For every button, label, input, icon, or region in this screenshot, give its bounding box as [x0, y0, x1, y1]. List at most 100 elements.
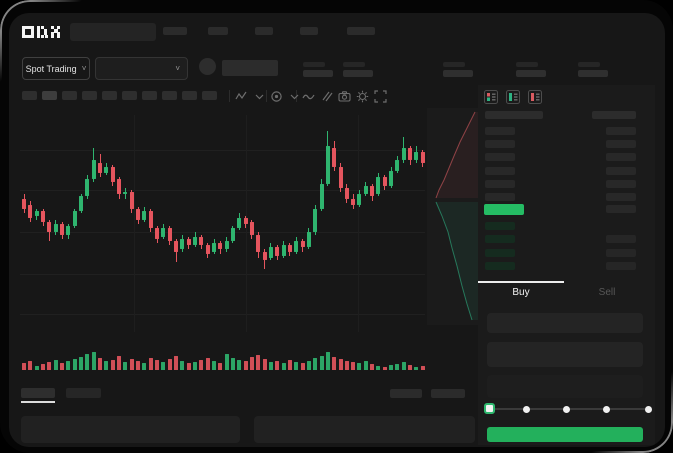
okx-logo[interactable] — [22, 24, 64, 40]
tab-sell[interactable]: Sell — [598, 287, 616, 298]
ask-price-skeleton[interactable] — [485, 179, 515, 188]
draw-tools-icon[interactable] — [319, 89, 333, 103]
slider-stop-dot[interactable] — [563, 405, 570, 413]
bottom-action-skeleton[interactable] — [431, 389, 465, 398]
timeframe-button-skeleton[interactable] — [42, 91, 57, 100]
indicator-icon[interactable] — [269, 89, 283, 103]
candle — [408, 147, 413, 161]
ask-amount-skeleton — [606, 127, 636, 135]
slider-stop-dot[interactable] — [603, 405, 610, 413]
volume-bar — [287, 360, 292, 370]
volume-bar — [325, 352, 330, 370]
stat-label-skeleton — [516, 62, 538, 67]
nav-item-skeleton[interactable] — [255, 27, 273, 35]
candle — [47, 221, 52, 233]
book-combined-icon[interactable] — [484, 90, 498, 104]
slider-stop-dot[interactable] — [523, 405, 530, 413]
amount-input-skeleton[interactable] — [487, 342, 643, 367]
ask-price-skeleton[interactable] — [485, 153, 515, 162]
volume-bar — [180, 361, 185, 370]
volume-bar — [395, 364, 400, 370]
camera-icon[interactable] — [337, 89, 351, 103]
slider-stop-dot[interactable] — [645, 405, 652, 413]
amount-slider-handle[interactable] — [484, 403, 495, 414]
timeframe-button-skeleton[interactable] — [82, 91, 97, 100]
total-field-skeleton[interactable] — [487, 375, 643, 398]
depth-chart[interactable] — [427, 108, 478, 325]
chevron-down-icon[interactable] — [287, 89, 301, 103]
nav-item-skeleton[interactable] — [163, 27, 187, 35]
candle — [370, 185, 375, 197]
timeframe-button-skeleton[interactable] — [122, 91, 137, 100]
bottom-tab-skeleton[interactable] — [66, 388, 101, 398]
ask-price-skeleton[interactable] — [485, 166, 515, 175]
book-bids-icon[interactable] — [506, 90, 520, 104]
volume-bar — [40, 364, 45, 370]
candle — [154, 228, 159, 239]
stat-value-skeleton — [303, 70, 333, 77]
candle — [34, 211, 39, 216]
candle — [287, 245, 292, 252]
nav-item-skeleton[interactable] — [347, 27, 375, 35]
bottom-action-skeleton[interactable] — [390, 389, 422, 398]
timeframe-button-skeleton[interactable] — [162, 91, 177, 100]
candle — [319, 183, 324, 210]
ask-price-skeleton[interactable] — [485, 193, 515, 201]
price-input-skeleton[interactable] — [487, 313, 643, 333]
ask-price-skeleton[interactable] — [485, 140, 515, 149]
timeframe-button-skeleton[interactable] — [202, 91, 217, 100]
chart-gridline — [358, 115, 359, 332]
timeframe-button-skeleton[interactable] — [102, 91, 117, 100]
candle — [376, 177, 381, 195]
ask-amount-skeleton — [606, 193, 636, 201]
volume-bar — [167, 359, 172, 370]
volume-bar — [357, 363, 362, 370]
nav-item-skeleton[interactable] — [300, 27, 318, 35]
volume-bar — [249, 357, 254, 370]
ask-price-skeleton[interactable] — [485, 127, 515, 135]
settings-gear-icon[interactable] — [355, 89, 369, 103]
bid-price-skeleton[interactable] — [485, 262, 515, 271]
timeframe-button-skeleton[interactable] — [182, 91, 197, 100]
candle — [66, 226, 71, 235]
chevron-down-icon[interactable] — [252, 89, 266, 103]
ask-amount-skeleton — [606, 179, 636, 188]
bottom-tab-active-skeleton[interactable] — [21, 388, 55, 398]
buy-tab-indicator — [478, 281, 564, 283]
volume-bar — [91, 352, 96, 370]
bid-amount-skeleton — [606, 235, 636, 244]
volume-bar — [154, 360, 159, 370]
volume-bar — [142, 363, 147, 370]
tab-buy[interactable]: Buy — [512, 287, 530, 298]
ob-header-skeleton — [592, 111, 636, 119]
volume-bar — [123, 362, 128, 370]
line-tool-icon[interactable] — [301, 89, 315, 103]
book-asks-icon[interactable] — [528, 90, 542, 104]
timeframe-button-skeleton[interactable] — [142, 91, 157, 100]
stat-value-skeleton — [343, 70, 373, 77]
timeframe-button-skeleton[interactable] — [62, 91, 77, 100]
candle — [382, 177, 387, 186]
candle — [224, 240, 229, 250]
volume-bar — [256, 355, 261, 370]
candle — [218, 243, 223, 250]
nav-item-skeleton[interactable] — [208, 27, 228, 35]
candlestick-chart[interactable] — [10, 108, 427, 373]
candle — [173, 240, 178, 252]
bid-price-skeleton[interactable] — [485, 222, 515, 230]
global-search-skeleton[interactable] — [70, 23, 156, 41]
last-price-highlight[interactable] — [484, 204, 524, 215]
stat-label-skeleton — [343, 62, 365, 67]
bid-price-skeleton[interactable] — [485, 248, 515, 257]
market-type-selector[interactable]: Spot Trading ˅ — [22, 57, 90, 80]
timeframe-button-skeleton[interactable] — [22, 91, 37, 100]
candle-style-icon[interactable] — [234, 89, 248, 103]
volume-bar — [192, 362, 197, 370]
candle — [275, 247, 280, 256]
bid-price-skeleton[interactable] — [485, 235, 515, 244]
candle — [78, 196, 83, 212]
fullscreen-icon[interactable] — [373, 89, 387, 103]
buy-submit-button[interactable] — [487, 427, 643, 442]
ask-amount-skeleton — [606, 166, 636, 175]
pair-dropdown[interactable]: ˅ — [95, 57, 188, 80]
